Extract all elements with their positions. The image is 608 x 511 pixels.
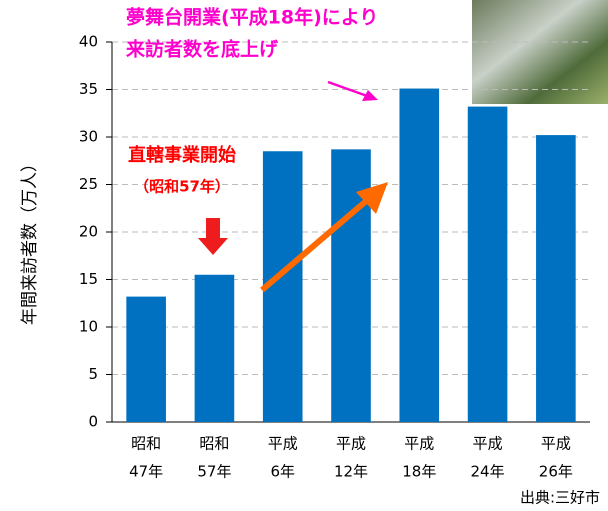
bar [195,275,235,422]
bar [126,297,166,422]
x-tick-label: 平成 [541,435,571,453]
x-tick-label: 平成 [404,435,434,453]
y-tick-label: 5 [88,365,98,383]
x-tick-label: 26年 [539,463,573,481]
x-tick-label: 昭和 [199,435,229,453]
x-tick-label: 18年 [402,463,436,481]
x-tick-label: 24年 [471,463,505,481]
y-tick-label: 15 [79,270,98,288]
annotation: 直轄事業開始 [128,144,236,166]
x-tick-label: 57年 [197,463,231,481]
source: 出典:三好市 [520,489,600,507]
bar [468,107,508,422]
annotation: 来訪者数を底上げ [126,38,279,61]
x-tick-label: 平成 [473,435,503,453]
y-axis-label: 年間来訪者数（万人） [20,155,40,325]
x-tick-label: 47年 [129,463,163,481]
y-tick-label: 30 [79,128,98,146]
x-tick-label: 6年 [270,463,295,481]
x-tick-label: 平成 [336,435,366,453]
y-tick-label: 10 [79,318,98,336]
bar [399,89,439,422]
annotation: （昭和57年） [134,178,230,196]
photo [472,0,608,104]
annotation: 夢舞台開業(平成18年)により [126,6,378,29]
chart: 0 5 10 15 20 25 30 35 40 昭和 47年 昭和 57年 平成 6年 平成 12年 平成 18年… [0,0,608,511]
y-tick-label: 25 [79,175,98,193]
x-tick-label: 昭和 [131,435,161,453]
y-tick-label: 40 [79,33,98,51]
arrow [198,218,228,255]
x-tick-label: 平成 [268,435,298,453]
x-tick-label: 12年 [334,463,368,481]
bar [536,135,576,422]
y-tick-label: 35 [79,80,98,98]
y-tick-label: 0 [88,413,98,431]
y-tick-label: 20 [79,223,98,241]
